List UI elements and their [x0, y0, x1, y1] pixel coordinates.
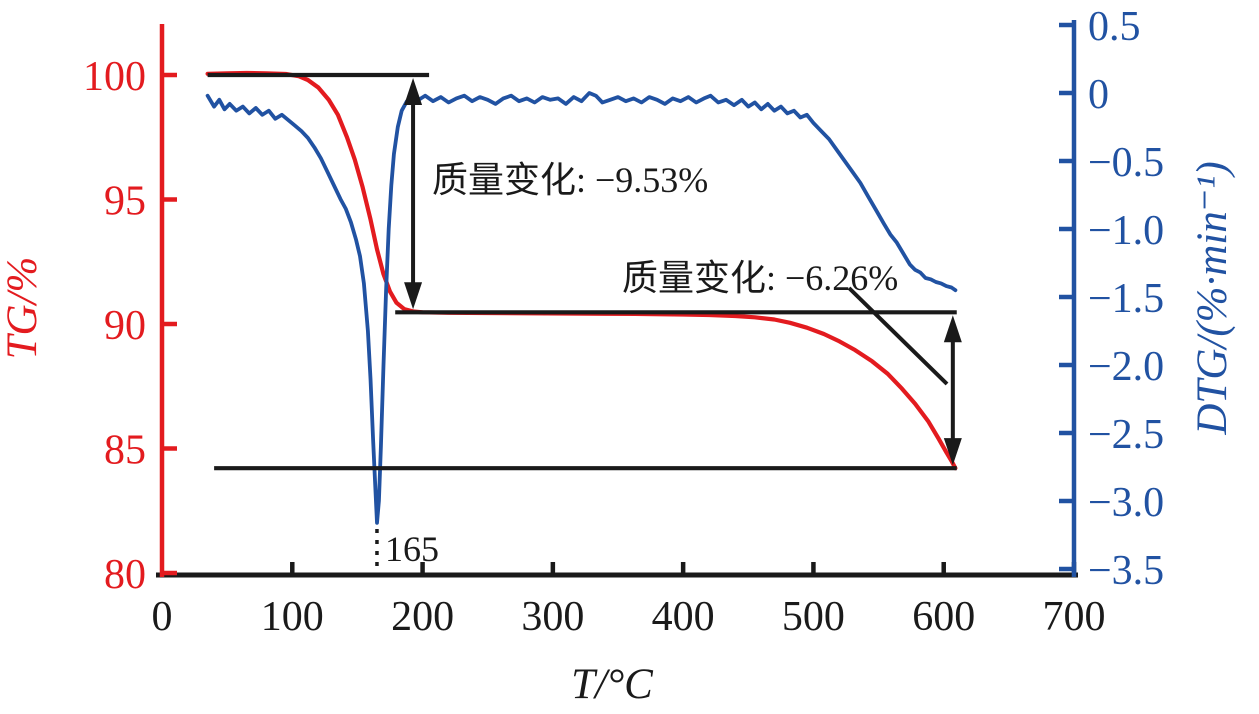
- x-tick-label: 600: [912, 594, 975, 640]
- x-tick-label: 100: [261, 594, 324, 640]
- dtg-curve: [205, 91, 958, 525]
- arrow-head-down: [943, 438, 962, 466]
- y-left-tick-label: 90: [104, 303, 146, 349]
- annotation-lines-layer: [207, 72, 962, 573]
- x-tick-label: 300: [521, 594, 584, 640]
- y-right-tick-label: −3.0: [1088, 480, 1164, 526]
- y-right-tick-label: −0.5: [1088, 140, 1164, 186]
- axes-layer: 0 100 200 300 400 500 600 700 100 95 90 85 80 0.5 0 −0.…: [83, 4, 1164, 640]
- y-right-tick-label: −2.5: [1088, 412, 1164, 458]
- x-tick-label: 700: [1043, 594, 1106, 640]
- mass-change-annotation-1: 质量变化: −9.53%: [432, 160, 708, 200]
- x-tick-label: 400: [652, 594, 715, 640]
- x-tick-label: 200: [391, 594, 454, 640]
- y-left-axis-title: TG/%: [0, 257, 46, 360]
- arrow-head-up: [943, 315, 962, 343]
- y-right-axis-title: DTG/(%·min⁻¹): [1189, 161, 1236, 435]
- x-axis-title: T/°C: [571, 661, 654, 708]
- arrow-head-up: [404, 78, 423, 105]
- y-right-tick-label: 0.5: [1088, 4, 1141, 50]
- annotation-leader-line: [847, 286, 949, 386]
- y-right-tick-label: 0: [1088, 72, 1109, 118]
- y-left-tick-label: 80: [104, 552, 146, 598]
- mass-change-annotation-2: 质量变化: −6.26%: [622, 258, 898, 298]
- y-right-tick-label: −1.0: [1088, 208, 1164, 254]
- y-left-tick-label: 95: [104, 179, 146, 225]
- y-left-tick-label: 100: [83, 54, 146, 100]
- y-right-tick-label: −1.5: [1088, 276, 1164, 322]
- y-right-tick-label: −3.5: [1088, 548, 1164, 594]
- x-tick-label: 500: [782, 594, 845, 640]
- arrow-head-down: [404, 282, 423, 310]
- x-tick-label: 0: [152, 594, 173, 640]
- peak-temperature-label: 165: [385, 529, 439, 569]
- y-right-tick-label: −2.0: [1088, 344, 1164, 390]
- y-left-tick-label: 85: [104, 428, 146, 474]
